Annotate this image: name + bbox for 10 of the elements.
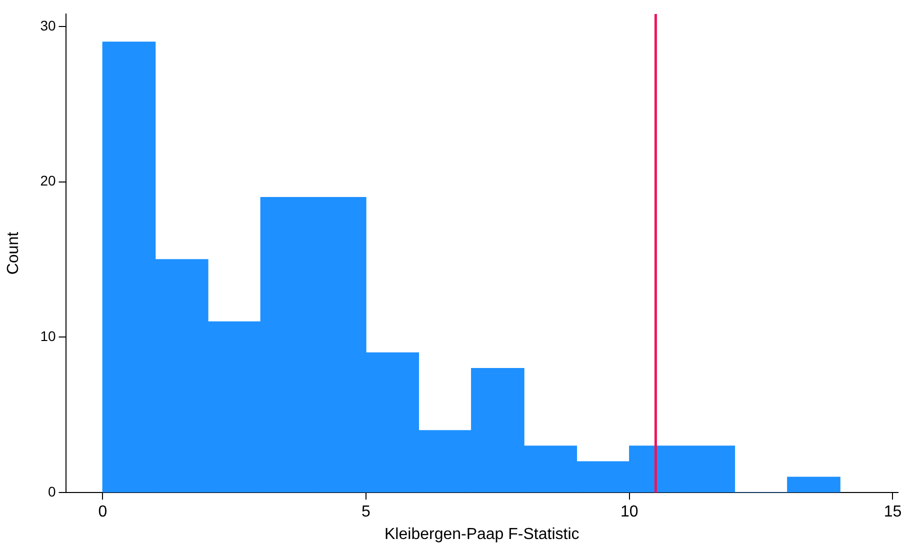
y-tick-label: 30 (40, 17, 56, 34)
y-tick-label: 0 (48, 483, 56, 500)
y-tick-label: 20 (40, 172, 56, 189)
y-tick-label: 10 (40, 328, 56, 344)
x-tick-label: 5 (362, 504, 371, 521)
x-tick-label: 0 (98, 504, 108, 521)
x-axis-title: Kleibergen-Paap F-Statistic (384, 526, 580, 543)
x-tick-label: 15 (884, 504, 902, 521)
y-axis-title: Count (5, 231, 22, 275)
x-tick-label: 10 (620, 504, 638, 521)
